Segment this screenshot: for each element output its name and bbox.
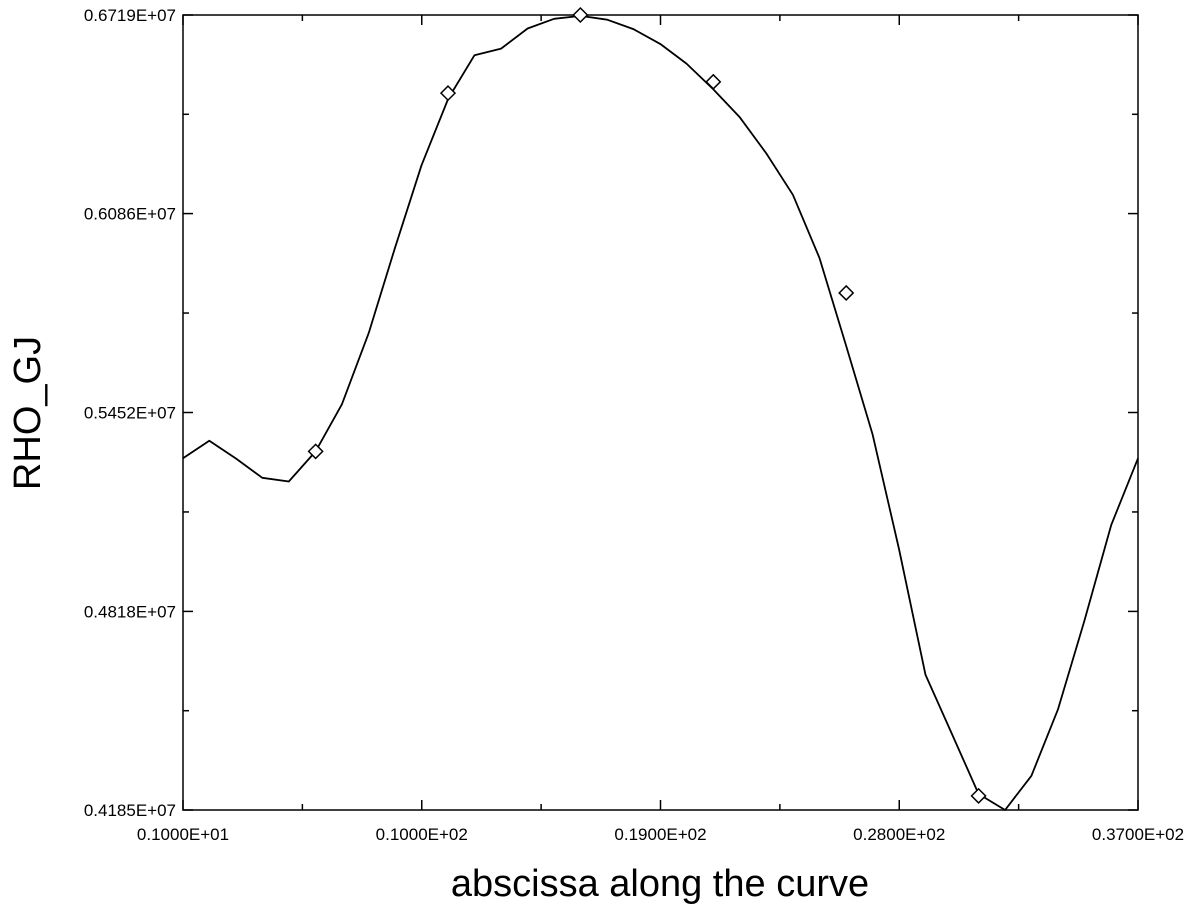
x-axis-title: abscissa along the curve: [451, 863, 869, 905]
x-tick-labels: 0.1000E+01 0.1000E+02 0.1900E+02 0.2800E+02…: [137, 825, 1184, 844]
series-line: [182, 14, 1139, 811]
y-tick-label: 0.4185E+07: [84, 801, 176, 820]
diamond-marker: [838, 284, 855, 302]
marker-layer: [307, 6, 987, 804]
y-tick-label: 0.4818E+07: [84, 602, 176, 621]
y-tick-label: 0.5452E+07: [84, 404, 176, 423]
x-tick-label: 0.1000E+02: [376, 825, 468, 844]
series-layer: [182, 14, 1139, 811]
axis-ticks: [182, 14, 1139, 811]
x-tick-label: 0.1000E+01: [137, 825, 229, 844]
y-tick-label: 0.6719E+07: [84, 6, 176, 25]
x-tick-label: 0.3700E+02: [1092, 825, 1184, 844]
y-axis-title: RHO_GJ: [7, 336, 49, 490]
diamond-marker: [307, 443, 324, 460]
x-tick-label: 0.1900E+02: [614, 825, 706, 844]
diamond-marker: [439, 85, 457, 102]
plot-frame: [182, 14, 1139, 811]
diamond-marker: [705, 73, 722, 90]
y-tick-labels: 0.4185E+07 0.4818E+07 0.5452E+07 0.6086E+07…: [84, 6, 176, 820]
y-tick-label: 0.6086E+07: [84, 205, 176, 224]
diamond-marker: [970, 787, 987, 804]
diamond-marker: [572, 6, 589, 24]
x-tick-label: 0.2800E+02: [853, 825, 945, 844]
